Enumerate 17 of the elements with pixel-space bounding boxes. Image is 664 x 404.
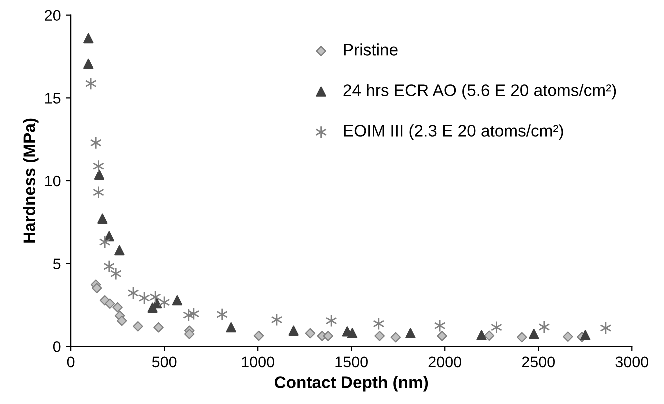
y-tick-label: 10 — [46, 176, 61, 187]
y-tick-label: 5 — [53, 258, 61, 270]
x-tick-label: 2500 — [522, 356, 556, 368]
legend-label: 24 hrs ECR AO (5.6 E 20 atoms/cm²) — [344, 84, 616, 100]
y-axis-title: Hardness (MPa) — [23, 118, 39, 243]
y-tick-label: 15 — [46, 93, 61, 104]
x-tick-label: 500 — [152, 356, 177, 368]
x-axis-title: Contact Depth (nm) — [274, 376, 428, 392]
x-tick-label: 1000 — [242, 356, 274, 368]
legend-label: EOIM III (2.3 E 20 atoms/cm²) — [344, 124, 564, 140]
y-tick-label: 20 — [45, 10, 61, 22]
x-tick-label: 0 — [67, 356, 75, 368]
x-tick-label: 2000 — [428, 356, 462, 368]
legend-label: Pristine — [344, 44, 398, 56]
y-tick-label: 0 — [53, 342, 61, 352]
x-tick-label: 1500 — [336, 356, 368, 368]
x-tick-label: 3000 — [616, 356, 649, 368]
